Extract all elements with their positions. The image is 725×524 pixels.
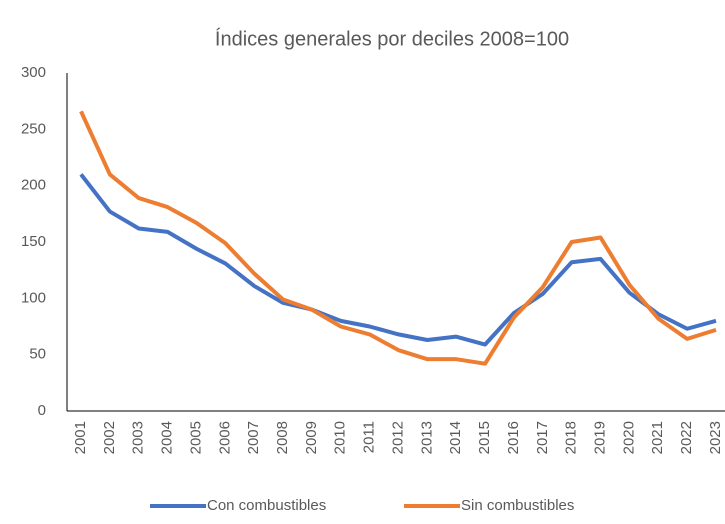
y-tick-label: 100 xyxy=(21,289,46,306)
chart-title: Índices generales por deciles 2008=100 xyxy=(215,27,569,50)
x-tick-label: 2003 xyxy=(130,421,147,454)
x-tick-label: 2023 xyxy=(707,421,724,454)
x-tick-label: 2013 xyxy=(418,421,435,454)
y-tick-label: 150 xyxy=(21,233,46,250)
x-tick-label: 2011 xyxy=(361,421,378,453)
x-tick-label: 2012 xyxy=(389,421,406,454)
legend-label: Con combustibles xyxy=(207,497,326,514)
x-tick-label: 2001 xyxy=(72,421,89,454)
x-tick-label: 2017 xyxy=(534,421,551,454)
x-tick-label: 2019 xyxy=(592,421,609,454)
y-tick-label: 200 xyxy=(21,177,46,194)
y-tick-label: 250 xyxy=(21,120,46,137)
legend-label: Sin combustibles xyxy=(461,497,574,514)
x-tick-label: 2010 xyxy=(332,421,349,454)
x-tick-label: 2006 xyxy=(216,421,233,454)
y-tick-label: 50 xyxy=(29,346,46,363)
x-tick-label: 2004 xyxy=(159,421,176,454)
x-tick-label: 2018 xyxy=(563,421,580,454)
x-tick-label: 2008 xyxy=(274,421,291,454)
y-tick-label: 300 xyxy=(21,64,46,81)
x-tick-label: 2020 xyxy=(620,421,637,454)
x-tick-label: 2022 xyxy=(678,421,695,454)
y-tick-label: 0 xyxy=(38,402,46,419)
x-tick-label: 2009 xyxy=(303,421,320,454)
data-line xyxy=(79,173,717,347)
x-tick-label: 2002 xyxy=(101,421,118,454)
x-tick-label: 2007 xyxy=(245,421,262,454)
data-line xyxy=(79,110,717,366)
x-tick-label: 2005 xyxy=(187,421,204,454)
x-tick-label: 2015 xyxy=(476,421,493,454)
x-tick-label: 2016 xyxy=(505,421,522,454)
x-tick-label: 2021 xyxy=(649,421,666,454)
x-tick-label: 2014 xyxy=(447,421,464,454)
